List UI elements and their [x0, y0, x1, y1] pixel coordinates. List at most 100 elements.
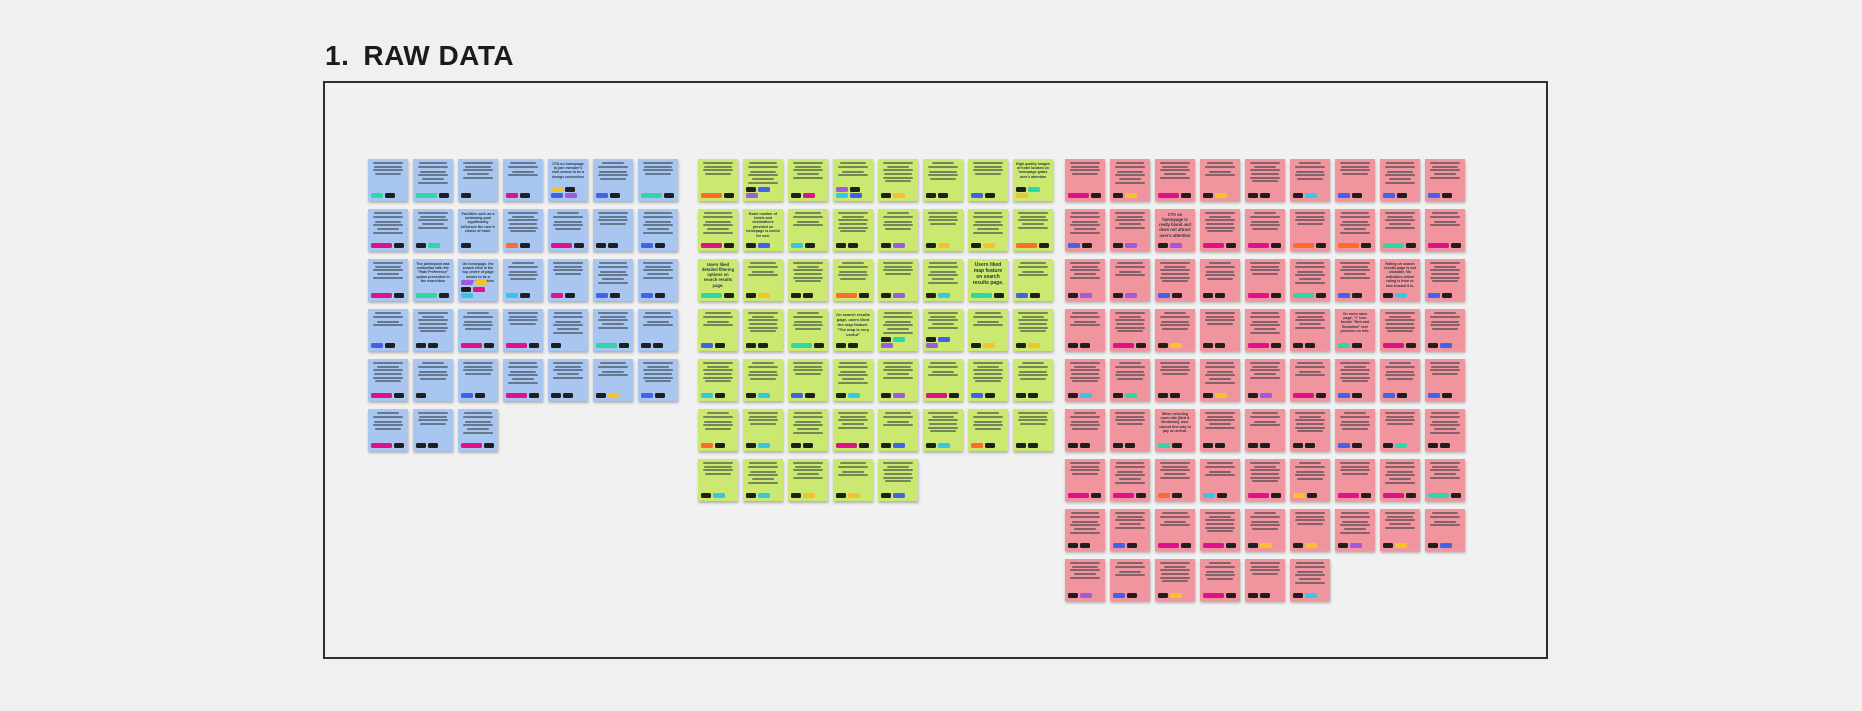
sticky-note[interactable] [1065, 259, 1105, 301]
sticky-note[interactable] [1200, 459, 1240, 501]
sticky-note[interactable] [1290, 309, 1330, 351]
sticky-note[interactable] [368, 159, 408, 201]
sticky-note[interactable] [968, 309, 1008, 351]
sticky-note[interactable] [1013, 259, 1053, 301]
sticky-note[interactable] [923, 309, 963, 351]
sticky-note[interactable] [878, 209, 918, 251]
sticky-note[interactable] [923, 159, 963, 201]
sticky-note[interactable] [548, 309, 588, 351]
sticky-note[interactable] [638, 309, 678, 351]
sticky-note[interactable] [698, 159, 738, 201]
sticky-note[interactable] [833, 259, 873, 301]
sticky-note[interactable] [1425, 359, 1465, 401]
sticky-note[interactable] [1155, 559, 1195, 601]
sticky-note[interactable] [1110, 559, 1150, 601]
sticky-note[interactable] [593, 359, 633, 401]
sticky-note[interactable]: On homepage, the search field in the top… [458, 259, 498, 301]
sticky-note[interactable]: On search results page, users liked the … [833, 309, 873, 351]
sticky-note[interactable] [1065, 509, 1105, 551]
sticky-note[interactable] [1335, 159, 1375, 201]
sticky-note[interactable] [458, 159, 498, 201]
sticky-note[interactable] [1380, 209, 1420, 251]
sticky-note[interactable] [368, 259, 408, 301]
sticky-note[interactable] [968, 409, 1008, 451]
sticky-note[interactable] [1290, 209, 1330, 251]
sticky-note[interactable] [1425, 159, 1465, 201]
sticky-note[interactable] [1425, 409, 1465, 451]
sticky-note[interactable] [368, 359, 408, 401]
sticky-note[interactable] [1200, 209, 1240, 251]
sticky-note[interactable] [1245, 159, 1285, 201]
sticky-note[interactable] [1380, 409, 1420, 451]
sticky-note[interactable] [548, 209, 588, 251]
sticky-note[interactable] [1013, 409, 1053, 451]
sticky-note[interactable] [1110, 459, 1150, 501]
sticky-note[interactable] [1065, 559, 1105, 601]
sticky-note[interactable] [1425, 509, 1465, 551]
sticky-note[interactable] [1200, 409, 1240, 451]
sticky-note[interactable] [1065, 359, 1105, 401]
sticky-note[interactable] [788, 159, 828, 201]
sticky-note[interactable] [1335, 259, 1375, 301]
sticky-note[interactable] [1110, 309, 1150, 351]
sticky-note[interactable]: The participant was unfamiliar with the … [413, 259, 453, 301]
sticky-note[interactable] [1380, 359, 1420, 401]
sticky-note[interactable] [503, 159, 543, 201]
sticky-note[interactable] [1200, 259, 1240, 301]
sticky-note[interactable] [698, 309, 738, 351]
sticky-note[interactable] [1155, 459, 1195, 501]
sticky-note[interactable] [788, 459, 828, 501]
sticky-note[interactable] [1110, 159, 1150, 201]
sticky-note[interactable] [1290, 409, 1330, 451]
sticky-note[interactable]: Exact number of hotels and destinations … [743, 209, 783, 251]
sticky-note[interactable] [743, 259, 783, 301]
sticky-note[interactable] [968, 209, 1008, 251]
sticky-note[interactable] [878, 159, 918, 201]
sticky-note[interactable] [743, 459, 783, 501]
sticky-note[interactable] [1013, 359, 1053, 401]
sticky-note[interactable] [413, 159, 453, 201]
sticky-note[interactable] [503, 309, 543, 351]
sticky-note[interactable]: Facilities such as a swimming pool signi… [458, 209, 498, 251]
sticky-note[interactable] [593, 259, 633, 301]
sticky-note[interactable] [1245, 259, 1285, 301]
sticky-note[interactable] [1200, 309, 1240, 351]
sticky-note[interactable] [1425, 259, 1465, 301]
sticky-note[interactable] [1110, 259, 1150, 301]
sticky-note[interactable] [788, 209, 828, 251]
sticky-note[interactable] [833, 459, 873, 501]
frame[interactable]: CTA on homepage to join member's club se… [323, 81, 1548, 659]
sticky-note[interactable] [1335, 209, 1375, 251]
sticky-note[interactable] [1290, 459, 1330, 501]
sticky-note[interactable] [1200, 159, 1240, 201]
sticky-note[interactable] [1335, 459, 1375, 501]
sticky-note[interactable] [368, 309, 408, 351]
sticky-note[interactable] [413, 409, 453, 451]
sticky-note[interactable] [593, 159, 633, 201]
sticky-note[interactable] [878, 409, 918, 451]
sticky-note[interactable] [923, 209, 963, 251]
sticky-note[interactable]: On room rates page, "i" icon beside "Bed… [1335, 309, 1375, 351]
sticky-note[interactable] [1290, 159, 1330, 201]
sticky-note[interactable] [968, 359, 1008, 401]
sticky-note[interactable] [923, 359, 963, 401]
sticky-note[interactable] [1380, 159, 1420, 201]
sticky-note[interactable] [878, 259, 918, 301]
sticky-note[interactable] [1425, 309, 1465, 351]
sticky-note[interactable] [698, 409, 738, 451]
sticky-note[interactable] [968, 159, 1008, 201]
sticky-note[interactable] [1245, 359, 1285, 401]
sticky-note[interactable]: Rating on search results page is not cli… [1380, 259, 1420, 301]
sticky-note[interactable] [743, 409, 783, 451]
sticky-note[interactable] [413, 359, 453, 401]
sticky-note[interactable] [1200, 359, 1240, 401]
sticky-note[interactable] [833, 159, 873, 201]
sticky-note[interactable] [638, 209, 678, 251]
sticky-note[interactable] [833, 209, 873, 251]
sticky-note[interactable] [698, 459, 738, 501]
sticky-note[interactable] [743, 359, 783, 401]
sticky-note[interactable] [593, 209, 633, 251]
sticky-note[interactable] [413, 209, 453, 251]
sticky-note[interactable] [1290, 559, 1330, 601]
sticky-note[interactable] [788, 259, 828, 301]
